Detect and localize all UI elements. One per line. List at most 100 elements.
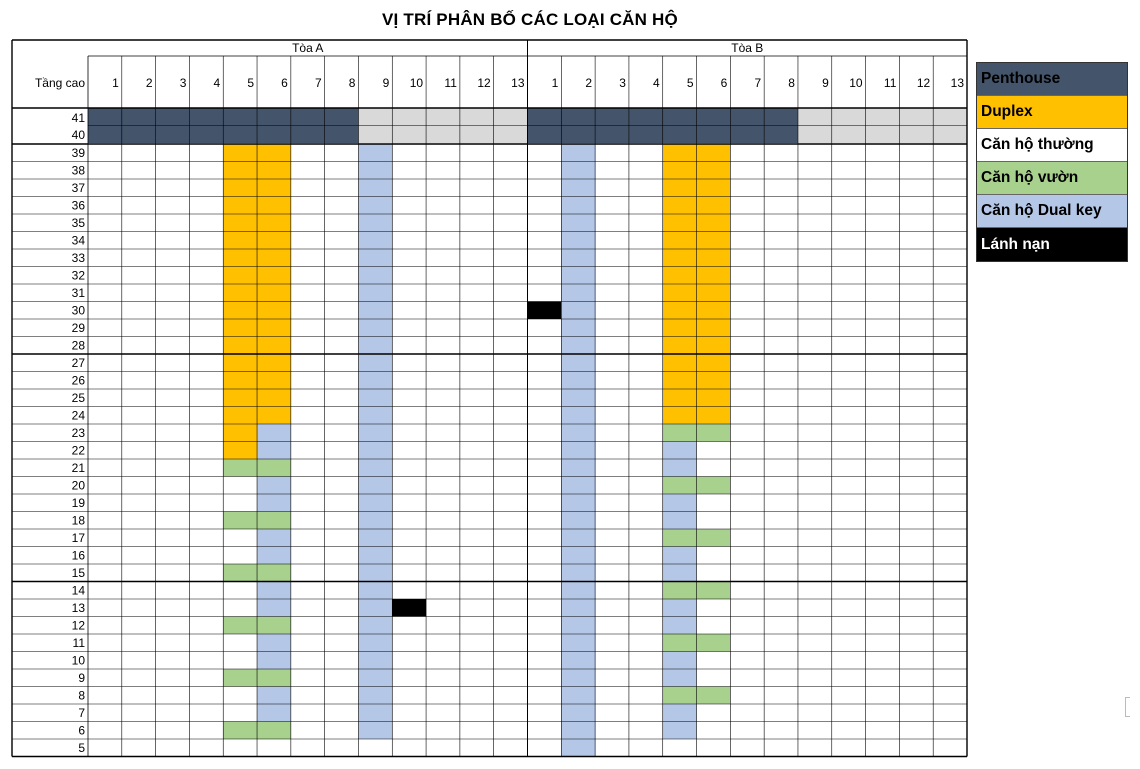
legend-item-garden: Căn hộ vườn xyxy=(977,162,1127,195)
unit-number: 3 xyxy=(180,76,187,90)
floor-number: 41 xyxy=(72,111,86,125)
dualkey-cell xyxy=(257,441,291,459)
floor-number: 24 xyxy=(72,409,86,423)
chart-title: VỊ TRÍ PHÂN BỐ CÁC LOẠI CĂN HỘ xyxy=(382,10,678,29)
floor-number: 6 xyxy=(78,724,85,738)
dualkey-cell xyxy=(662,441,697,459)
garden-cell xyxy=(662,581,697,599)
legend-item-dualkey: Căn hộ Dual key xyxy=(977,195,1127,228)
garden-cell xyxy=(696,424,731,442)
unit-number: 12 xyxy=(477,76,491,90)
legend-item-normal: Căn hộ thường xyxy=(977,129,1127,162)
garden-cell xyxy=(257,721,291,739)
floor-number: 32 xyxy=(72,269,86,283)
garden-cell xyxy=(696,529,731,547)
floor-number: 27 xyxy=(72,356,86,370)
garden-cell xyxy=(662,424,697,442)
tower-name: Tòa B xyxy=(731,41,763,55)
dualkey-cell xyxy=(662,546,697,564)
legend-label-garden: Căn hộ vườn xyxy=(981,169,1079,186)
unit-number: 10 xyxy=(410,76,424,90)
floor-number: 22 xyxy=(72,444,86,458)
floor-number: 26 xyxy=(72,374,86,388)
unit-number: 13 xyxy=(951,76,965,90)
unit-number: 2 xyxy=(146,76,153,90)
unit-number: 6 xyxy=(281,76,288,90)
floor-number: 38 xyxy=(72,164,86,178)
dualkey-cell xyxy=(257,581,291,599)
unit-number: 8 xyxy=(788,76,795,90)
garden-cell xyxy=(696,634,731,652)
floor-number: 18 xyxy=(72,514,86,528)
floor-number: 36 xyxy=(72,199,86,213)
dualkey-cell xyxy=(662,704,697,722)
floor-number: 13 xyxy=(72,601,86,615)
legend-item-duplex: Duplex xyxy=(977,96,1127,129)
garden-cell xyxy=(696,476,731,494)
floor-number: 35 xyxy=(72,216,86,230)
garden-cell xyxy=(662,476,697,494)
floor-number: 37 xyxy=(72,181,86,195)
floor-number: 12 xyxy=(72,619,86,633)
floor-number: 31 xyxy=(72,286,86,300)
garden-cell xyxy=(662,634,697,652)
floor-number: 10 xyxy=(72,654,86,668)
dualkey-cell xyxy=(257,476,291,494)
unit-number: 13 xyxy=(511,76,525,90)
floor-number: 34 xyxy=(72,234,86,248)
dualkey-cell xyxy=(257,546,291,564)
garden-cell xyxy=(696,581,731,599)
legend-label-normal: Căn hộ thường xyxy=(981,136,1094,153)
dualkey-cell xyxy=(662,599,697,617)
unit-number: 5 xyxy=(687,76,694,90)
floor-number: 39 xyxy=(72,146,86,160)
dualkey-cell xyxy=(257,704,291,722)
dualkey-cell xyxy=(257,424,291,442)
floor-number: 33 xyxy=(72,251,86,265)
floor-number: 29 xyxy=(72,321,86,335)
floor-number: 7 xyxy=(78,706,85,720)
unit-number: 1 xyxy=(112,76,119,90)
dualkey-cell xyxy=(662,669,697,687)
unit-number: 3 xyxy=(619,76,626,90)
unit-number: 2 xyxy=(585,76,592,90)
floor-number: 16 xyxy=(72,549,86,563)
floor-label: Tầng cao xyxy=(35,76,85,90)
dualkey-cell xyxy=(662,651,697,669)
unit-number: 11 xyxy=(444,76,457,90)
garden-cell xyxy=(223,616,258,634)
unit-number: 4 xyxy=(653,76,660,90)
floor-number: 15 xyxy=(72,566,86,580)
unit-number: 11 xyxy=(884,76,897,90)
unit-number: 10 xyxy=(849,76,863,90)
unit-number: 9 xyxy=(383,76,390,90)
garden-cell xyxy=(696,686,731,704)
refuge-cell xyxy=(392,599,427,617)
garden-cell xyxy=(223,564,258,582)
floor-number: 30 xyxy=(72,304,86,318)
dualkey-cell xyxy=(662,564,697,582)
dualkey-cell xyxy=(561,144,596,757)
floor-number: 28 xyxy=(72,339,86,353)
garden-cell xyxy=(662,686,697,704)
garden-cell xyxy=(223,511,258,529)
stray-bracket-mark xyxy=(1125,697,1130,717)
floor-number: 19 xyxy=(72,496,86,510)
grid-background xyxy=(12,40,967,757)
legend-item-refuge: Lánh nạn xyxy=(977,228,1127,261)
garden-cell xyxy=(257,459,291,477)
dualkey-cell xyxy=(662,616,697,634)
floor-number: 21 xyxy=(72,461,86,475)
dualkey-cell xyxy=(662,494,697,512)
floor-number: 23 xyxy=(72,426,86,440)
floor-number: 5 xyxy=(78,741,85,755)
garden-cell xyxy=(223,721,258,739)
dualkey-cell xyxy=(662,459,697,477)
legend-item-penthouse: Penthouse xyxy=(977,63,1127,96)
legend-label-duplex: Duplex xyxy=(981,103,1033,120)
garden-cell xyxy=(257,511,291,529)
dualkey-cell xyxy=(257,634,291,652)
unit-number: 7 xyxy=(754,76,761,90)
floor-number: 40 xyxy=(72,128,86,142)
